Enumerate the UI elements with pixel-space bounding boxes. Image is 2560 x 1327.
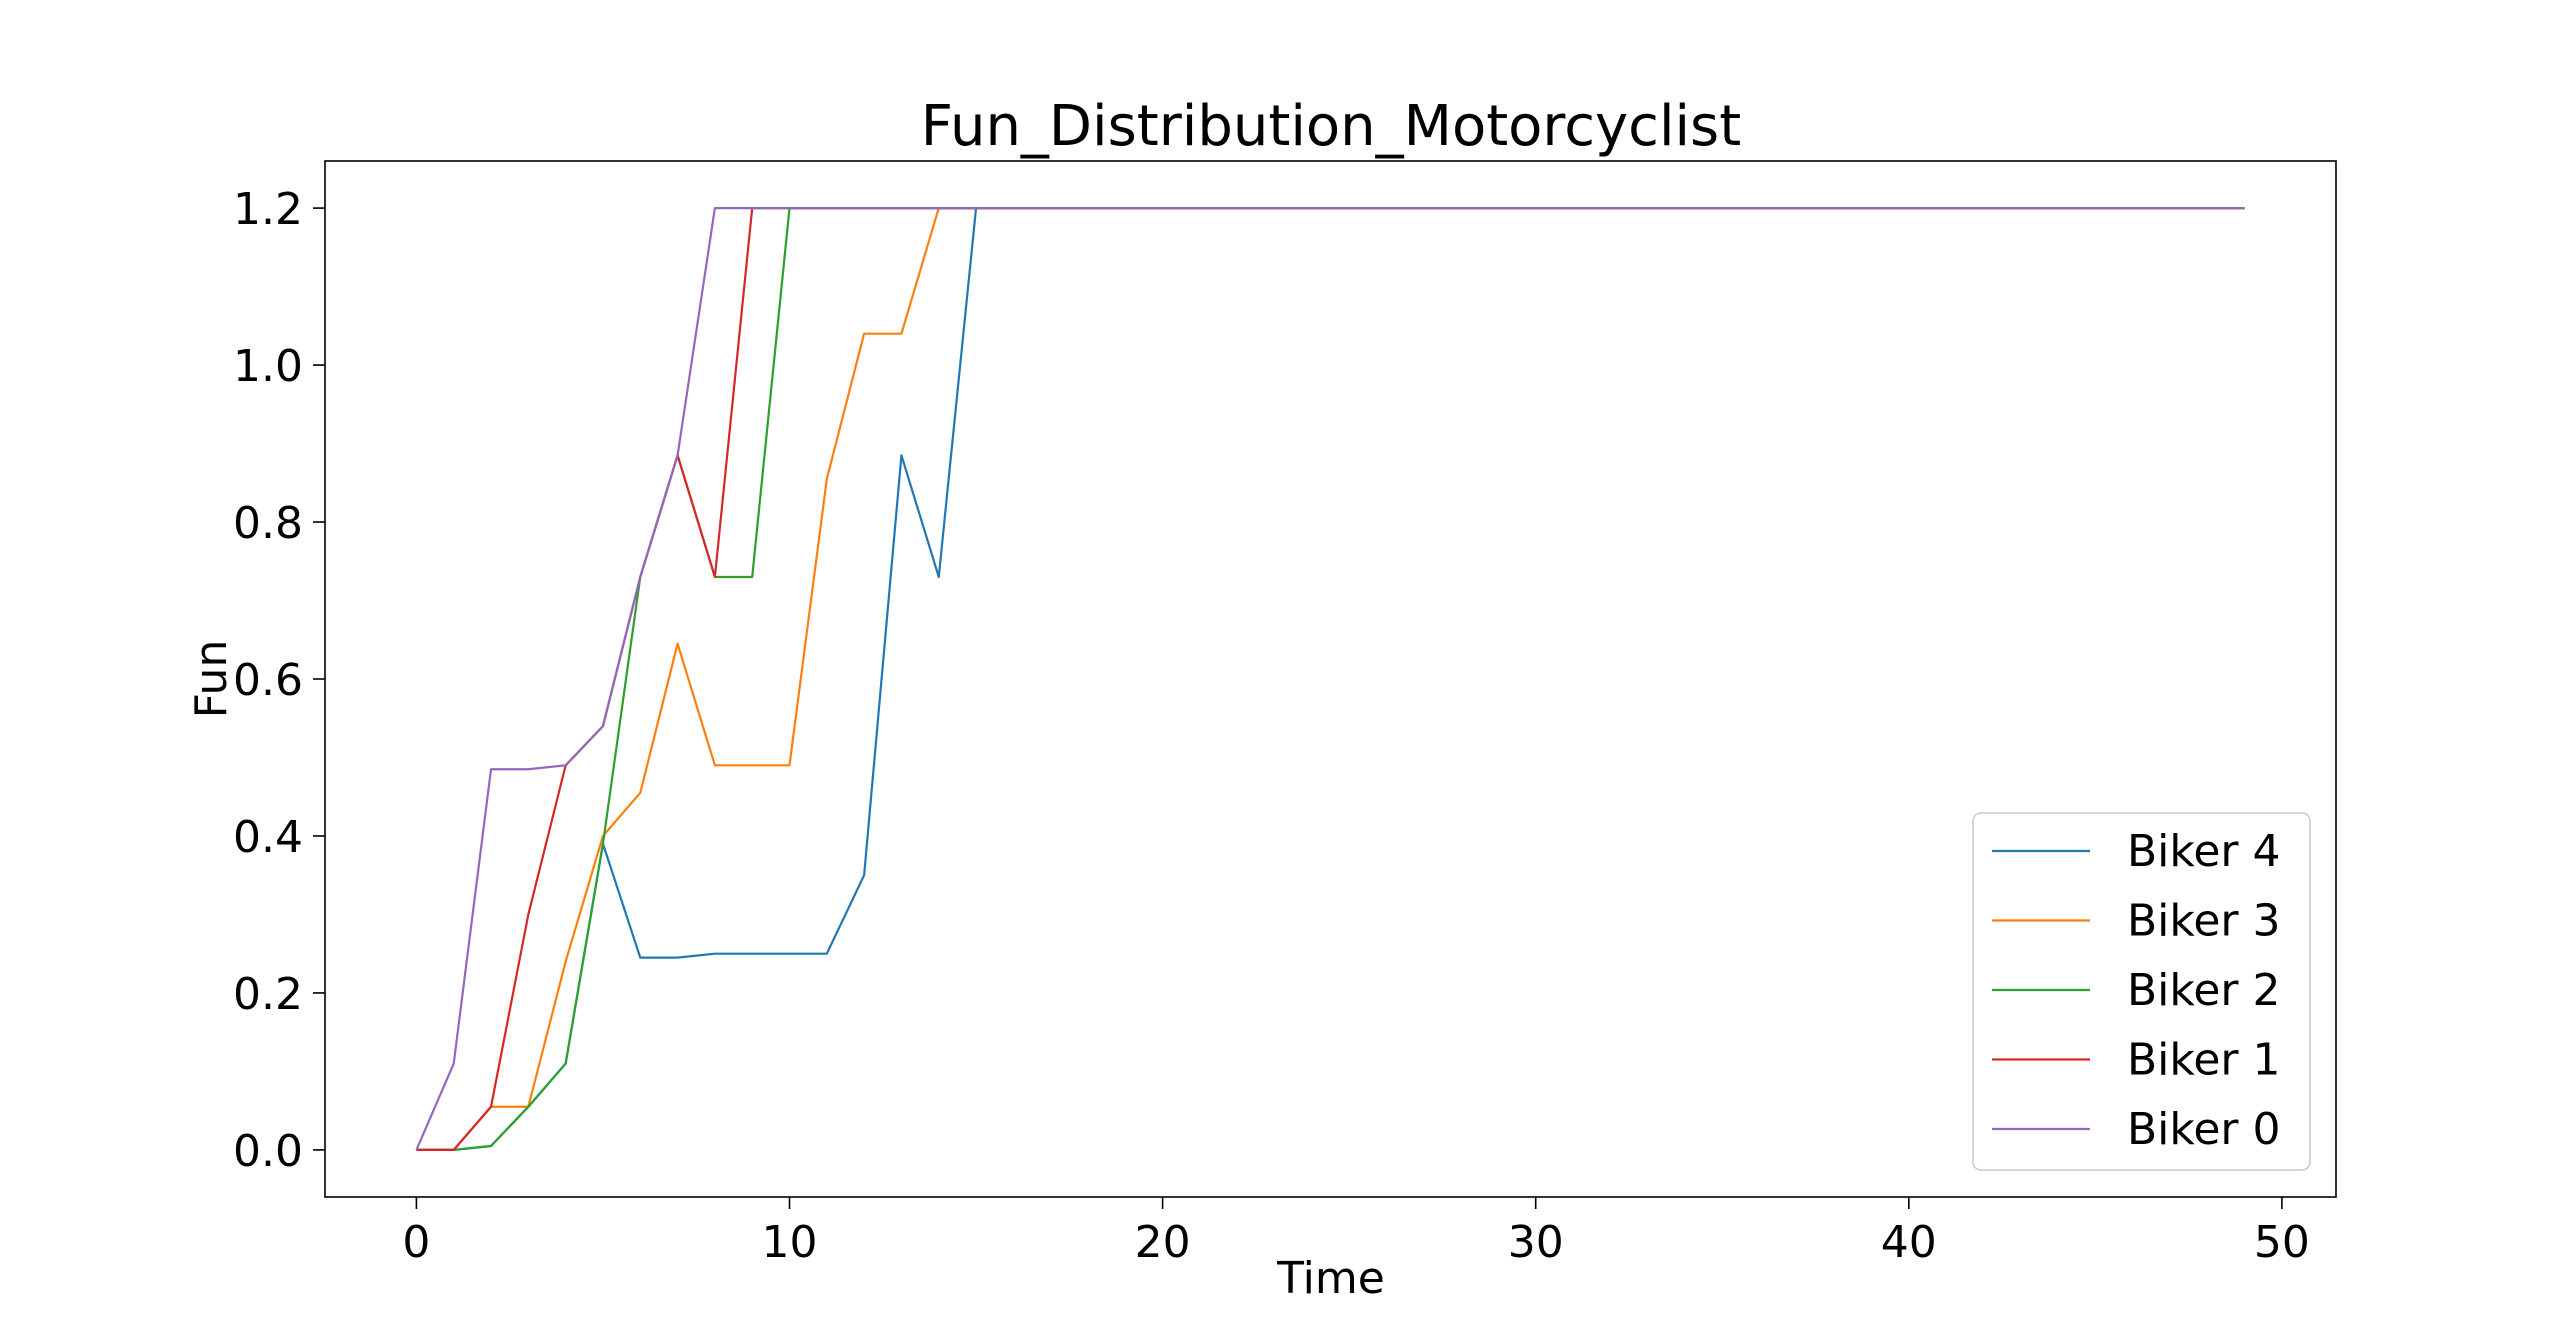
x-tick-label: 10	[762, 1217, 818, 1268]
x-tick-label: 40	[1881, 1217, 1937, 1268]
legend-box	[1972, 812, 2311, 1171]
y-tick-label: 1.0	[233, 341, 303, 392]
y-tick-label: 0.2	[233, 969, 303, 1020]
x-tick-label: 50	[2254, 1217, 2310, 1268]
legend-items: Biker 4 Biker 3 Biker 2 Biker 1 Biker 0	[1992, 826, 2280, 1155]
y-axis-ticks: 0.0 0.2 0.4 0.6 0.8 1.0 1.2	[233, 184, 325, 1177]
legend-label: Biker 3	[2127, 896, 2280, 947]
chart-title: Fun_Distribution_Motorcyclist	[921, 94, 1741, 159]
x-tick-label: 30	[1508, 1217, 1564, 1268]
y-tick-label: 0.8	[233, 498, 303, 549]
legend-label: Biker 0	[2127, 1104, 2280, 1155]
series-line-biker-2	[416, 206, 2245, 1152]
plot-lines	[415, 206, 2245, 1152]
legend: Biker 4 Biker 3 Biker 2 Biker 1 Biker 0	[1972, 812, 2311, 1171]
legend-label: Biker 4	[2127, 826, 2280, 877]
legend-label: Biker 2	[2127, 965, 2280, 1016]
y-tick-label: 0.4	[233, 812, 303, 863]
y-tick-label: 1.2	[233, 184, 303, 235]
legend-label: Biker 1	[2127, 1035, 2280, 1086]
x-tick-label: 20	[1135, 1217, 1191, 1268]
x-tick-label: 0	[402, 1217, 430, 1268]
x-axis-label: Time	[1276, 1253, 1385, 1304]
y-tick-label: 0.0	[233, 1126, 303, 1177]
series-line-biker-3	[416, 206, 2245, 1152]
series-line-biker-0	[415, 206, 2245, 1151]
y-axis-label: Fun	[186, 640, 237, 719]
x-axis-ticks: 0 10 20 30 40 50	[402, 1197, 2310, 1268]
y-tick-label: 0.6	[233, 655, 303, 706]
